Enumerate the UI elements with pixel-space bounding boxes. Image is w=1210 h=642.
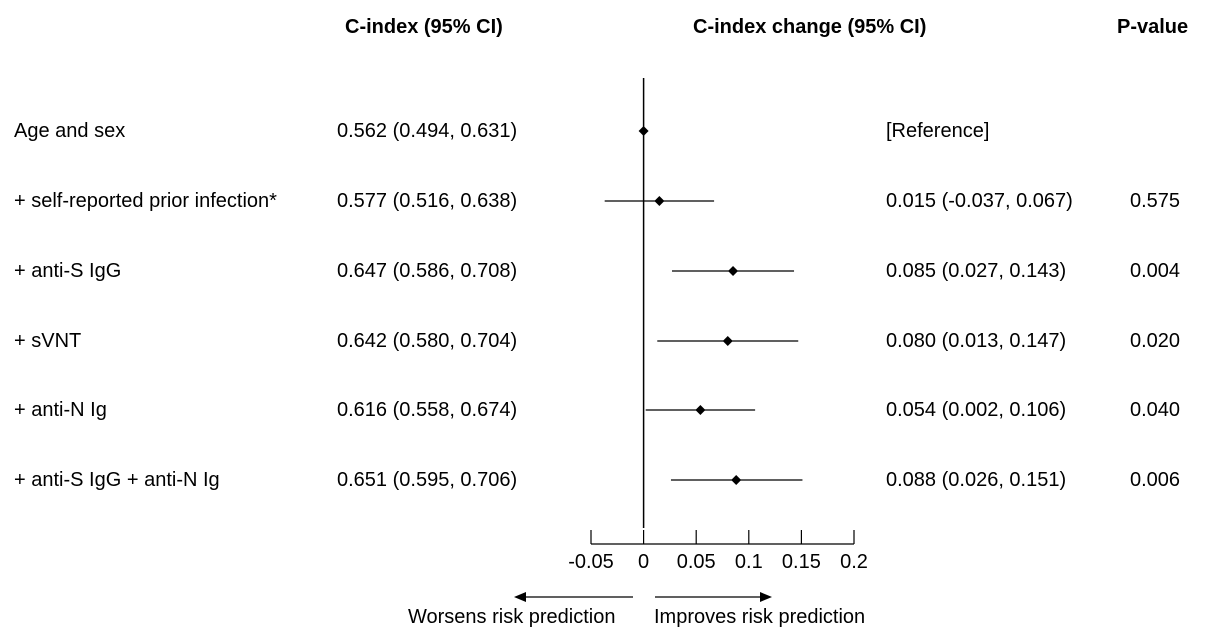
x-tick-label: 0.15 bbox=[782, 551, 821, 573]
row-cindex: 0.651 (0.595, 0.706) bbox=[337, 469, 518, 491]
x-tick-label: 0 bbox=[638, 551, 649, 573]
row-label: + anti-N Ig bbox=[14, 399, 107, 421]
point-estimate bbox=[731, 475, 742, 485]
x-tick-label: 0.1 bbox=[735, 551, 763, 573]
header-cindex-change: C-index change (95% CI) bbox=[693, 16, 927, 38]
row-change: 0.015 (-0.037, 0.067) bbox=[886, 190, 1073, 212]
row-cindex: 0.562 (0.494, 0.631) bbox=[337, 120, 518, 142]
row-pvalue: 0.004 bbox=[1130, 260, 1181, 282]
header-cindex: C-index (95% CI) bbox=[345, 16, 503, 38]
row-label: + sVNT bbox=[14, 330, 82, 352]
row-label: + anti-S IgG + anti-N Ig bbox=[14, 469, 220, 491]
point-estimate bbox=[654, 196, 665, 206]
right-arrow-head bbox=[760, 592, 772, 602]
point-estimate bbox=[638, 126, 649, 136]
row-cindex: 0.616 (0.558, 0.674) bbox=[337, 399, 518, 421]
row-cindex: 0.647 (0.586, 0.708) bbox=[337, 260, 518, 282]
row-pvalue: 0.040 bbox=[1130, 399, 1181, 421]
row-label: Age and sex bbox=[14, 120, 126, 142]
x-tick-label: 0.2 bbox=[840, 551, 868, 573]
row-pvalue: 0.575 bbox=[1130, 190, 1181, 212]
row-label: + anti-S IgG bbox=[14, 260, 122, 282]
point-estimate bbox=[695, 405, 706, 415]
point-estimate bbox=[728, 266, 739, 276]
left-arrow-head bbox=[514, 592, 526, 602]
improves-label: Improves risk prediction bbox=[654, 606, 866, 628]
header-pvalue: P-value bbox=[1117, 16, 1189, 38]
row-change: [Reference] bbox=[886, 120, 990, 142]
row-change: 0.088 (0.026, 0.151) bbox=[886, 469, 1067, 491]
row-cindex: 0.577 (0.516, 0.638) bbox=[337, 190, 518, 212]
row-pvalue: 0.020 bbox=[1130, 330, 1181, 352]
row-change: 0.054 (0.002, 0.106) bbox=[886, 399, 1067, 421]
row-label: + self-reported prior infection* bbox=[14, 190, 277, 212]
row-pvalue: 0.006 bbox=[1130, 469, 1181, 491]
worsens-label: Worsens risk prediction bbox=[408, 606, 616, 628]
row-change: 0.085 (0.027, 0.143) bbox=[886, 260, 1067, 282]
x-tick-label: 0.05 bbox=[677, 551, 716, 573]
row-cindex: 0.642 (0.580, 0.704) bbox=[337, 330, 518, 352]
point-estimate bbox=[722, 336, 733, 346]
row-change: 0.080 (0.013, 0.147) bbox=[886, 330, 1067, 352]
x-tick-label: -0.05 bbox=[568, 551, 614, 573]
